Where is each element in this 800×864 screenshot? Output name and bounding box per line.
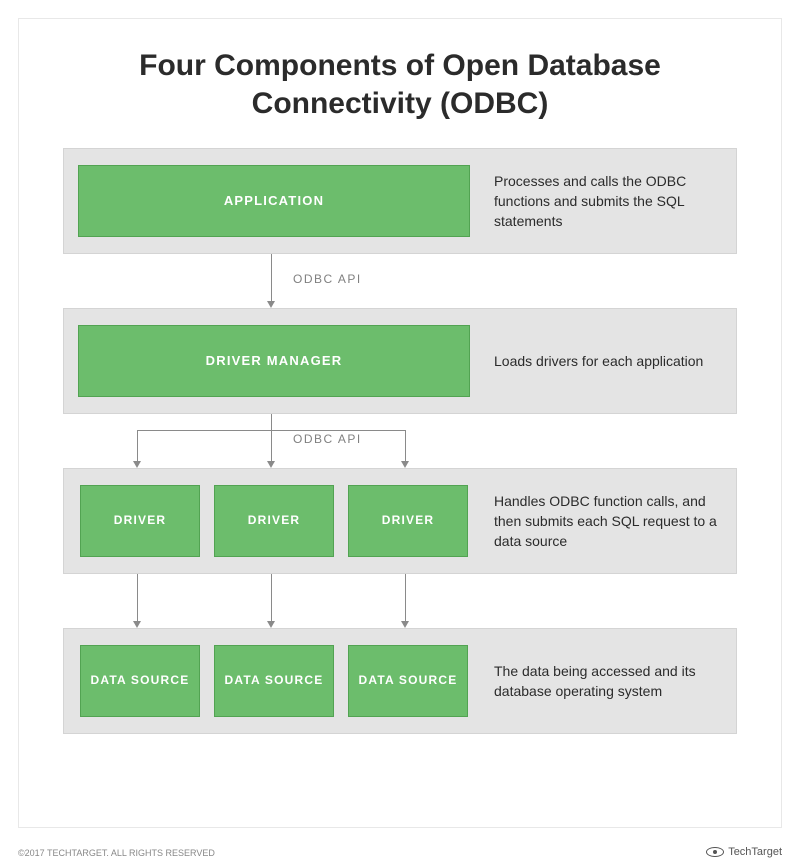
- diagram-card: Four Components of Open Database Connect…: [18, 18, 782, 828]
- box-data-source: DATA SOURCE: [80, 645, 200, 717]
- layer-left: DATA SOURCE DATA SOURCE DATA SOURCE: [64, 629, 484, 733]
- arrow-head-icon: [267, 461, 275, 468]
- arrow-drop: [405, 430, 406, 461]
- layer-desc: Loads drivers for each application: [484, 309, 736, 413]
- arrow-head-icon: [133, 461, 141, 468]
- connector-odbc-api-2: ODBC API: [63, 414, 483, 468]
- connector-label: ODBC API: [293, 272, 362, 286]
- arrow-line: [271, 254, 272, 301]
- layer-left: DRIVER DRIVER DRIVER: [64, 469, 484, 573]
- layer-application: APPLICATION Processes and calls the ODBC…: [63, 148, 737, 254]
- copyright-text: ©2017 TECHTARGET. ALL RIGHTS RESERVED: [18, 848, 215, 858]
- layer-drivers: DRIVER DRIVER DRIVER Handles ODBC functi…: [63, 468, 737, 574]
- layer-desc: The data being accessed and its database…: [484, 629, 736, 733]
- layer-desc: Handles ODBC function calls, and then su…: [484, 469, 736, 573]
- arrow-drop: [137, 430, 138, 461]
- diagram-title: Four Components of Open Database Connect…: [63, 47, 737, 122]
- footer: ©2017 TECHTARGET. ALL RIGHTS RESERVED Te…: [18, 846, 782, 858]
- layer-left: DRIVER MANAGER: [64, 309, 484, 413]
- brand-logo: TechTarget: [706, 846, 782, 858]
- box-application: APPLICATION: [78, 165, 470, 237]
- layer-left: APPLICATION: [64, 149, 484, 253]
- box-driver-manager: DRIVER MANAGER: [78, 325, 470, 397]
- box-data-source: DATA SOURCE: [214, 645, 334, 717]
- arrow-head-icon: [267, 301, 275, 308]
- arrow-line: [405, 574, 406, 621]
- arrow-head-icon: [133, 621, 141, 628]
- layer-data-sources: DATA SOURCE DATA SOURCE DATA SOURCE The …: [63, 628, 737, 734]
- box-driver: DRIVER: [348, 485, 468, 557]
- arrow-line: [137, 574, 138, 621]
- brand-text: TechTarget: [728, 846, 782, 858]
- arrow-head-icon: [401, 621, 409, 628]
- connector-parallel: [63, 574, 483, 628]
- arrow-line: [271, 574, 272, 621]
- layer-desc: Processes and calls the ODBC functions a…: [484, 149, 736, 253]
- connector-odbc-api-1: ODBC API: [63, 254, 483, 308]
- box-driver: DRIVER: [80, 485, 200, 557]
- eye-icon: [706, 847, 724, 857]
- arrow-head-icon: [267, 621, 275, 628]
- arrow-drop: [271, 430, 272, 461]
- arrow-stem: [271, 414, 272, 430]
- connector-label: ODBC API: [293, 432, 362, 446]
- arrow-head-icon: [401, 461, 409, 468]
- box-data-source: DATA SOURCE: [348, 645, 468, 717]
- layer-driver-manager: DRIVER MANAGER Loads drivers for each ap…: [63, 308, 737, 414]
- box-driver: DRIVER: [214, 485, 334, 557]
